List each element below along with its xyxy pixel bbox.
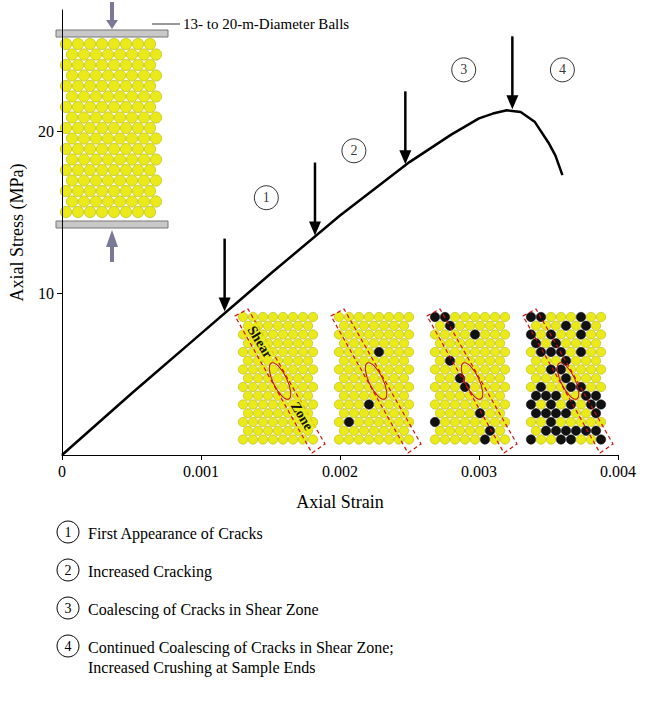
svg-text:13- to 20-m-Diameter Balls: 13- to 20-m-Diameter Balls — [183, 16, 349, 32]
svg-text:4: 4 — [559, 62, 566, 77]
svg-text:2: 2 — [350, 143, 357, 158]
svg-text:Axial Strain: Axial Strain — [296, 492, 384, 512]
svg-text:Increased Crushing at Sample E: Increased Crushing at Sample Ends — [88, 659, 316, 677]
svg-text:First Appearance of Cracks: First Appearance of Cracks — [88, 525, 263, 543]
svg-text:20: 20 — [38, 123, 54, 140]
svg-text:3: 3 — [65, 601, 72, 616]
svg-text:Increased Cracking: Increased Cracking — [88, 563, 212, 581]
svg-text:Zone: Zone — [288, 399, 317, 433]
svg-text:0: 0 — [58, 463, 66, 480]
svg-text:0.003: 0.003 — [461, 463, 497, 480]
svg-text:Shear: Shear — [245, 323, 276, 361]
svg-text:3: 3 — [460, 62, 467, 77]
svg-text:10: 10 — [38, 285, 54, 302]
svg-text:Coalescing of Cracks in Shear: Coalescing of Cracks in Shear Zone — [88, 601, 319, 619]
svg-text:0.002: 0.002 — [322, 463, 358, 480]
svg-text:0.001: 0.001 — [183, 463, 219, 480]
svg-text:1: 1 — [65, 525, 72, 540]
svg-text:Axial Stress (MPa): Axial Stress (MPa) — [7, 164, 28, 302]
svg-text:1: 1 — [263, 190, 270, 205]
svg-text:4: 4 — [65, 639, 72, 654]
svg-text:2: 2 — [65, 563, 72, 578]
svg-text:Continued Coalescing of Cracks: Continued Coalescing of Cracks in Shear … — [88, 639, 394, 657]
svg-text:0.004: 0.004 — [600, 463, 636, 480]
